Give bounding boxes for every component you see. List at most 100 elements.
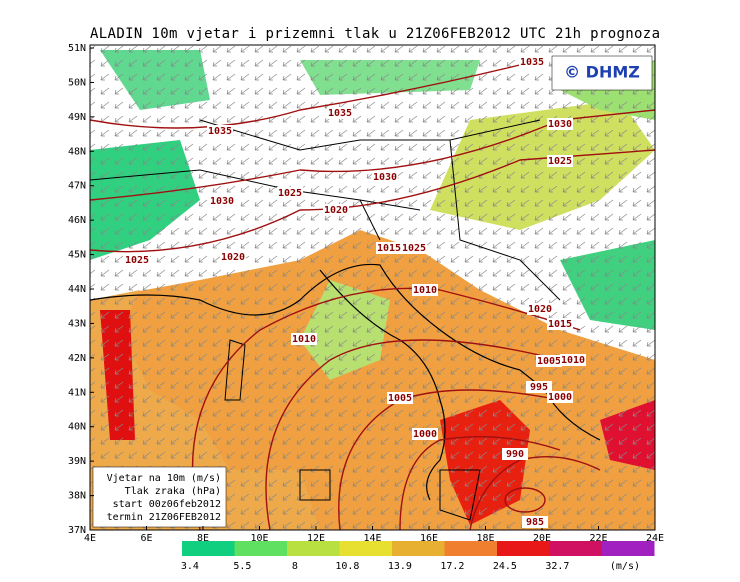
isobar-label: 1030 <box>210 196 234 207</box>
lon-label: 4E <box>84 533 96 544</box>
isobar-label: 1025 <box>548 156 572 167</box>
isobar-label-bg <box>519 56 545 68</box>
lat-label: 48N <box>68 146 86 157</box>
colorbar-label: 5.5 <box>233 561 251 572</box>
colorbar-segment <box>549 541 602 556</box>
legend-line: start 00z06feb2012 <box>113 499 221 510</box>
isobar-label: 1020 <box>528 304 552 315</box>
colorbar-segment <box>392 541 445 556</box>
isobar-label: 1035 <box>328 108 352 119</box>
colorbar-segment <box>234 541 287 556</box>
isobar-label-bg <box>124 254 150 266</box>
legend-line: termin 21Z06FEB2012 <box>107 512 221 523</box>
colorbar-label: 13.9 <box>388 561 412 572</box>
isobar-label-bg <box>387 392 413 404</box>
colorbar-segment <box>339 541 392 556</box>
lat-label: 47N <box>68 181 86 192</box>
lon-label: 24E <box>646 533 664 544</box>
isobar-label: 1030 <box>373 172 397 183</box>
lat-label: 42N <box>68 353 86 364</box>
lon-label: 12E <box>307 533 325 544</box>
isobar-label-bg <box>536 355 562 367</box>
isobar-label: 1025 <box>402 243 426 254</box>
colorbar: 3.4 5.5 8 10.8 13.9 17.2 24.5 32.7 (m/s) <box>181 541 655 572</box>
isobar-label: 1005 <box>537 356 561 367</box>
isobar-label-bg <box>277 187 303 199</box>
isobar-label-bg <box>327 107 353 119</box>
isobar-label-bg <box>376 242 402 254</box>
lat-label: 43N <box>68 318 86 329</box>
isobar-label: 1005 <box>388 393 412 404</box>
lat-label: 51N <box>68 43 86 54</box>
lat-label: 45N <box>68 250 86 261</box>
isobar-label: 1015 <box>548 319 572 330</box>
logo: © DHMZ <box>564 63 640 82</box>
isobar-label-bg <box>412 428 438 440</box>
isobar-label: 1010 <box>561 355 585 366</box>
isobar-label: 1035 <box>520 57 544 68</box>
legend: Vjetar na 10m (m/s) Tlak zraka (hPa) start… <box>107 473 221 523</box>
isobar-label-bg <box>412 284 438 296</box>
isobar-label-bg <box>560 354 586 366</box>
logo-box <box>551 55 653 91</box>
isobar-label: 990 <box>506 449 524 460</box>
legend-line: Vjetar na 10m (m/s) <box>107 473 221 484</box>
isobar-label-bg <box>291 333 317 345</box>
colorbar-segment <box>602 541 655 556</box>
lon-label: 6E <box>140 533 152 544</box>
isobar-label-bg <box>323 204 349 216</box>
colorbar-segment <box>287 541 340 556</box>
isobar-label: 1025 <box>125 255 149 266</box>
isobar-label-bg <box>220 251 246 263</box>
isobar-label: 1030 <box>548 119 572 130</box>
isobar-label-bg <box>401 242 427 254</box>
lat-label: 50N <box>68 77 86 88</box>
colorbar-label: 8 <box>292 561 298 572</box>
title: ALADIN 10m vjetar i prizemni tlak u 21Z0… <box>90 26 660 42</box>
isobar-label: 1025 <box>278 188 302 199</box>
lat-label: 37N <box>68 525 86 536</box>
isobar-label: 1020 <box>221 252 245 263</box>
legend-line: Tlak zraka (hPa) <box>125 486 221 497</box>
isobar-label: 985 <box>526 517 544 528</box>
lon-label: 10E <box>250 533 268 544</box>
isobar-label-bg <box>502 448 528 460</box>
isobar-label: 1020 <box>324 205 348 216</box>
axis-ticks: 51N 50N 49N 48N 47N 46N 45N 44N 43N 42N 41N 40N 39N 3… <box>68 43 664 544</box>
isobar-label-bg <box>527 303 553 315</box>
lat-label: 38N <box>68 491 86 502</box>
lon-label: 14E <box>363 533 381 544</box>
isobar-label: 1035 <box>208 126 232 137</box>
isobar-label-bg <box>209 195 235 207</box>
colorbar-label: 10.8 <box>335 561 359 572</box>
isobar-label: 1010 <box>413 285 437 296</box>
colorbar-segment <box>444 541 497 556</box>
colorbar-label: 17.2 <box>440 561 464 572</box>
isobar-label-bg <box>547 318 573 330</box>
isobar-label: 1010 <box>292 334 316 345</box>
isobar-label: 1000 <box>548 392 572 403</box>
isobar-label-bg <box>526 381 552 393</box>
isobar-labels: 1035 1035 1035 1030 1030 1025 1025 1030 1020 1025… <box>124 56 586 528</box>
isobar-label: 995 <box>530 382 548 393</box>
map-area <box>90 45 655 530</box>
colorbar-segment <box>182 541 235 556</box>
isobar-label-bg <box>207 125 233 137</box>
colorbar-label: 24.5 <box>493 561 517 572</box>
isobar-label-bg <box>522 516 548 528</box>
isobar-label-bg <box>547 155 573 167</box>
isobar-label: 1015 <box>377 243 401 254</box>
colorbar-label: 32.7 <box>545 561 569 572</box>
isobar-label: 1000 <box>413 429 437 440</box>
lat-label: 40N <box>68 422 86 433</box>
lon-label: 20E <box>533 533 551 544</box>
lat-label: 44N <box>68 284 86 295</box>
colorbar-segment <box>497 541 550 556</box>
lat-label: 41N <box>68 387 86 398</box>
lon-label: 16E <box>420 533 438 544</box>
legend-box <box>92 466 227 528</box>
isobar-label-bg <box>547 118 573 130</box>
lon-label: 22E <box>589 533 607 544</box>
